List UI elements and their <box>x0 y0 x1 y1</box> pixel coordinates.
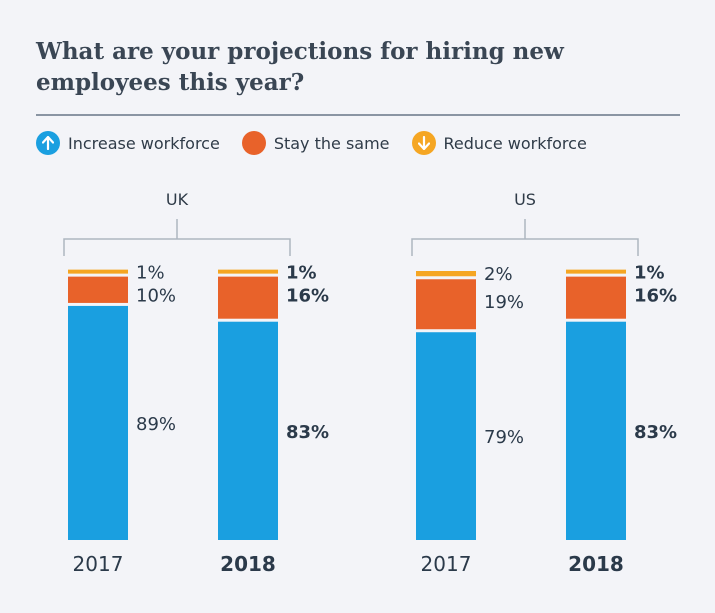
bar-uk-2018-year-label: 2018 <box>220 552 276 576</box>
group-label-uk: UK <box>166 190 189 209</box>
group-bracket-us <box>411 219 639 256</box>
legend-item-same: Stay the same <box>241 131 390 155</box>
bar-us-2018-same-label: 16% <box>634 286 677 307</box>
bar-us-2017-year-label: 2017 <box>421 552 472 576</box>
arrow-up-icon <box>36 131 60 155</box>
legend-item-increase: Increase workforce <box>36 131 220 155</box>
bar-us-2017-reduce-label: 2% <box>484 264 513 285</box>
bar-us-2017-same <box>416 279 476 330</box>
bar-us-2017-reduce <box>416 271 476 277</box>
bar-uk-2018-same-label: 16% <box>286 286 329 307</box>
legend: Increase workforce Stay the same Reduce … <box>36 131 609 155</box>
bar-uk-2018-increase <box>218 321 278 540</box>
title-divider <box>36 114 680 116</box>
bar-us-2018-increase <box>566 321 626 540</box>
chart-title: What are your projections for hiring new… <box>36 38 564 96</box>
group-bracket-uk <box>63 219 291 256</box>
bar-us-2018-same <box>566 276 626 319</box>
group-label-us: US <box>514 190 536 209</box>
bar-uk-2018-increase-label: 83% <box>286 422 329 443</box>
bar-us-2018-year-label: 2018 <box>568 552 624 576</box>
arrow-down-icon <box>411 131 436 155</box>
legend-label-increase: Increase workforce <box>68 133 220 153</box>
bar-uk-2018-reduce-label: 1% <box>286 263 317 284</box>
legend-label-reduce: Reduce workforce <box>443 133 587 153</box>
legend-label-same: Stay the same <box>273 133 390 153</box>
bar-us-2018-reduce-label: 1% <box>634 263 665 284</box>
bar-us-2018-reduce <box>566 269 626 274</box>
bar-us-2018-increase-label: 83% <box>634 422 677 443</box>
bar-uk-2017-reduce <box>68 269 128 274</box>
bar-uk-2017-same-label: 10% <box>136 286 176 307</box>
bar-uk-2017-year-label: 2017 <box>73 552 124 576</box>
bar-us-2017-increase <box>416 332 476 540</box>
bar-uk-2018-same <box>218 276 278 319</box>
bar-uk-2017-increase <box>68 305 128 540</box>
bar-uk-2017-same <box>68 276 128 303</box>
legend-item-reduce: Reduce workforce <box>411 131 587 155</box>
circle-icon <box>241 131 266 155</box>
bar-uk-2018-reduce <box>218 269 278 274</box>
bar-uk-2017-increase-label: 89% <box>136 414 176 435</box>
bar-us-2017-same-label: 19% <box>484 292 524 313</box>
bar-us-2017-increase-label: 79% <box>484 427 524 448</box>
bar-uk-2017-reduce-label: 1% <box>136 263 165 284</box>
